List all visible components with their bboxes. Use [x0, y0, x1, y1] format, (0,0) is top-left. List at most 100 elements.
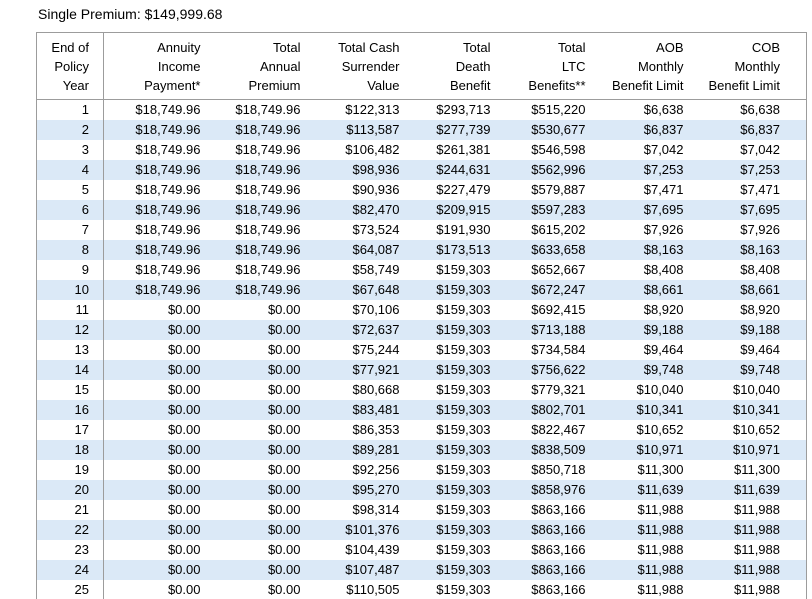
- cell-total-death-benefit: $159,303: [436, 362, 491, 377]
- header-line: Total: [558, 40, 586, 55]
- header-line: End of: [51, 40, 89, 55]
- table-row: 23 $0.00 $0.00 $104,439 $159,303 $863,166 $11,…: [36, 540, 807, 560]
- cell-annuity-income-payment: $18,749.96: [135, 262, 201, 277]
- cell-annuity-income-payment: $18,749.96: [135, 222, 201, 237]
- cell-total-annual-premium: $0.00: [267, 562, 301, 577]
- header-line: Year: [62, 78, 89, 93]
- cell-total-cash-surrender-value: $72,637: [352, 322, 400, 337]
- cell-total-death-benefit: $159,303: [436, 322, 491, 337]
- cell-total-ltc-benefits: $756,622: [531, 362, 586, 377]
- cell-annuity-income-payment: $0.00: [167, 442, 201, 457]
- cell-cob-monthly-benefit-limit: $10,040: [733, 382, 780, 397]
- cell-cob-monthly-benefit-limit: $11,988: [733, 542, 780, 557]
- cell-total-cash-surrender-value: $90,936: [352, 182, 400, 197]
- cell-end-of-policy-year: 4: [36, 160, 104, 180]
- cell-annuity-income-payment: $18,749.96: [135, 162, 201, 177]
- cell-cob-monthly-benefit-limit: $11,639: [733, 482, 780, 497]
- cell-end-of-policy-year: 7: [36, 220, 104, 240]
- cell-cob-monthly-benefit-limit: $9,188: [740, 322, 780, 337]
- cell-aob-monthly-benefit-limit: $9,464: [643, 342, 684, 357]
- cell-cob-monthly-benefit-limit: $6,638: [740, 102, 780, 117]
- cell-total-ltc-benefits: $734,584: [531, 342, 586, 357]
- cell-total-annual-premium: $0.00: [267, 582, 301, 597]
- cell-end-of-policy-year: 14: [36, 360, 104, 380]
- cell-cob-monthly-benefit-limit: $11,988: [733, 582, 780, 597]
- cell-total-cash-surrender-value: $77,921: [352, 362, 400, 377]
- column-header-total-ltc-benefits: Total LTC Benefits**: [495, 32, 591, 100]
- cell-total-cash-surrender-value: $98,936: [352, 162, 400, 177]
- cell-total-cash-surrender-value: $67,648: [352, 282, 400, 297]
- header-line: Annuity: [157, 40, 201, 55]
- cell-total-annual-premium: $18,749.96: [235, 162, 301, 177]
- cell-cob-monthly-benefit-limit: $8,920: [740, 302, 780, 317]
- table-header: End of Policy Year Annuity Income Payment* Tot…: [36, 32, 807, 100]
- cell-total-annual-premium: $0.00: [267, 402, 301, 417]
- cell-total-death-benefit: $277,739: [436, 122, 491, 137]
- cell-total-death-benefit: $227,479: [436, 182, 491, 197]
- cell-total-ltc-benefits: $863,166: [531, 502, 586, 517]
- cell-cob-monthly-benefit-limit: $7,926: [740, 222, 780, 237]
- cell-end-of-policy-year: 9: [36, 260, 104, 280]
- header-line: Benefits**: [528, 78, 586, 93]
- table-row: 9 $18,749.96 $18,749.96 $58,749 $159,303 $652…: [36, 260, 807, 280]
- cell-annuity-income-payment: $0.00: [167, 542, 201, 557]
- cell-total-ltc-benefits: $850,718: [531, 462, 586, 477]
- cell-total-cash-surrender-value: $113,587: [346, 122, 400, 137]
- cell-total-annual-premium: $18,749.96: [235, 122, 301, 137]
- cell-end-of-policy-year: 6: [36, 200, 104, 220]
- cell-end-of-policy-year: 18: [36, 440, 104, 460]
- cell-total-death-benefit: $261,381: [436, 142, 491, 157]
- cell-total-annual-premium: $0.00: [267, 322, 301, 337]
- cell-cob-monthly-benefit-limit: $7,042: [740, 142, 780, 157]
- cell-aob-monthly-benefit-limit: $11,988: [637, 542, 684, 557]
- cell-cob-monthly-benefit-limit: $11,988: [733, 562, 780, 577]
- cell-total-death-benefit: $159,303: [436, 542, 491, 557]
- cell-annuity-income-payment: $18,749.96: [135, 102, 201, 117]
- header-line: COB: [751, 40, 780, 55]
- table-row: 25 $0.00 $0.00 $110,505 $159,303 $863,166 $11,…: [36, 580, 807, 599]
- header-line: Policy: [54, 59, 89, 74]
- cell-aob-monthly-benefit-limit: $7,695: [643, 202, 684, 217]
- cell-aob-monthly-benefit-limit: $11,988: [637, 582, 684, 597]
- cell-aob-monthly-benefit-limit: $7,042: [643, 142, 684, 157]
- cell-total-annual-premium: $18,749.96: [235, 182, 301, 197]
- header-line: Monthly: [734, 59, 780, 74]
- cell-annuity-income-payment: $0.00: [167, 382, 201, 397]
- cell-total-annual-premium: $18,749.96: [235, 102, 301, 117]
- table-row: 17 $0.00 $0.00 $86,353 $159,303 $822,467 $10,6…: [36, 420, 807, 440]
- table-row: 6 $18,749.96 $18,749.96 $82,470 $209,915 $597…: [36, 200, 807, 220]
- cell-total-ltc-benefits: $546,598: [531, 142, 586, 157]
- cell-total-annual-premium: $0.00: [267, 302, 301, 317]
- cell-total-cash-surrender-value: $83,481: [352, 402, 400, 417]
- cell-aob-monthly-benefit-limit: $8,920: [643, 302, 684, 317]
- cell-total-annual-premium: $0.00: [267, 422, 301, 437]
- cell-cob-monthly-benefit-limit: $9,464: [740, 342, 780, 357]
- cell-aob-monthly-benefit-limit: $8,163: [643, 242, 684, 257]
- table-row: 19 $0.00 $0.00 $92,256 $159,303 $850,718 $11,3…: [36, 460, 807, 480]
- cell-cob-monthly-benefit-limit: $7,253: [740, 162, 780, 177]
- cell-cob-monthly-benefit-limit: $8,163: [740, 242, 780, 257]
- cell-total-annual-premium: $0.00: [267, 542, 301, 557]
- cell-total-annual-premium: $0.00: [267, 482, 301, 497]
- cell-total-cash-surrender-value: $107,487: [345, 562, 400, 577]
- cell-cob-monthly-benefit-limit: $11,300: [733, 462, 780, 477]
- column-header-aob-monthly-benefit-limit: AOB Monthly Benefit Limit: [590, 32, 689, 100]
- cell-total-ltc-benefits: $838,509: [531, 442, 586, 457]
- cell-annuity-income-payment: $18,749.96: [135, 182, 201, 197]
- cell-total-cash-surrender-value: $75,244: [352, 342, 400, 357]
- cell-cob-monthly-benefit-limit: $10,971: [733, 442, 780, 457]
- cell-cob-monthly-benefit-limit: $6,837: [740, 122, 780, 137]
- header-line: Premium: [248, 78, 301, 93]
- cell-total-death-benefit: $159,303: [436, 282, 491, 297]
- cell-total-death-benefit: $159,303: [436, 422, 491, 437]
- cell-aob-monthly-benefit-limit: $6,837: [643, 122, 684, 137]
- column-header-cob-monthly-benefit-limit: COB Monthly Benefit Limit: [688, 32, 807, 100]
- cell-end-of-policy-year: 3: [36, 140, 104, 160]
- header-line: Surrender: [341, 59, 400, 74]
- table-row: 8 $18,749.96 $18,749.96 $64,087 $173,513 $633…: [36, 240, 807, 260]
- cell-aob-monthly-benefit-limit: $7,253: [643, 162, 684, 177]
- cell-total-death-benefit: $159,303: [436, 582, 491, 597]
- cell-total-death-benefit: $209,915: [436, 202, 491, 217]
- header-line: Annual: [260, 59, 301, 74]
- table-row: 2 $18,749.96 $18,749.96 $113,587 $277,739 $53…: [36, 120, 807, 140]
